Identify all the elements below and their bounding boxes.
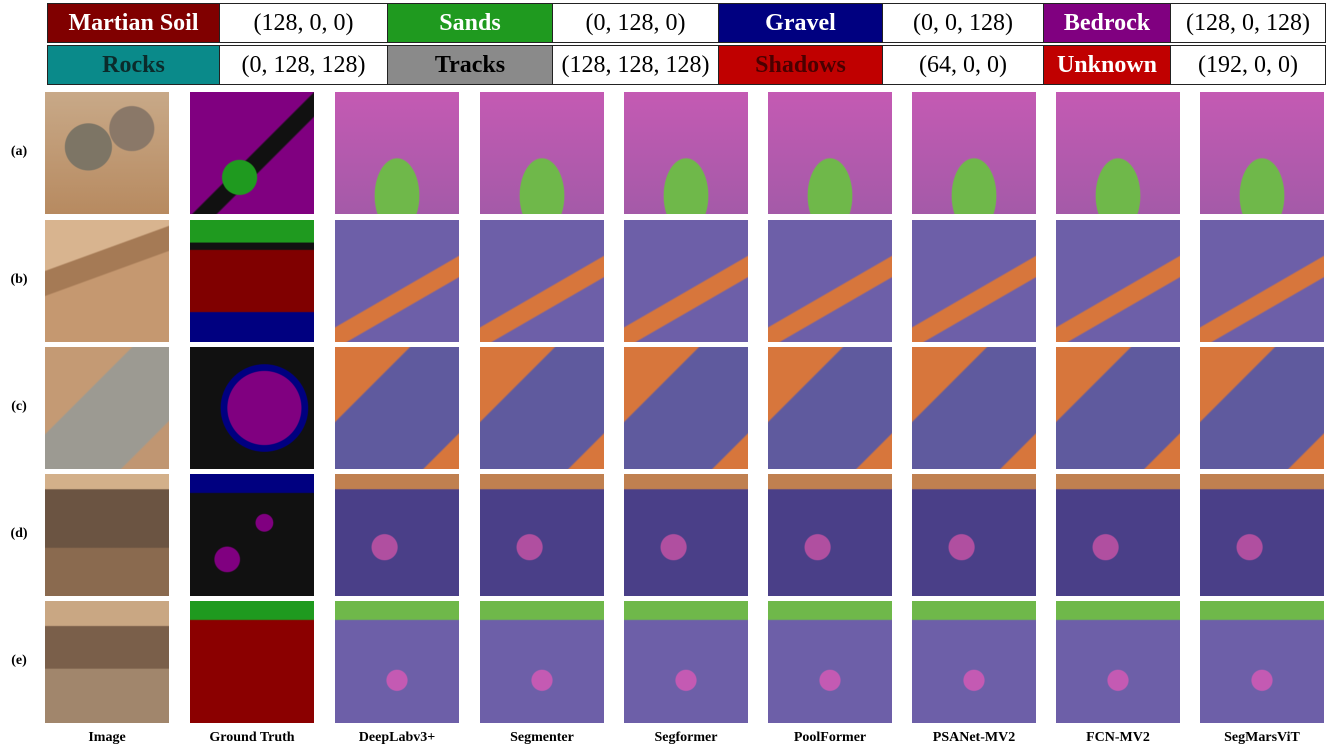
legend-class-rgb: (128, 128, 128) [552,45,719,85]
input-image [45,92,169,214]
column-label: DeepLabv3+ [327,730,467,746]
legend-class-name: Shadows [718,45,883,85]
prediction-overlay [912,92,1036,214]
prediction-overlay [624,474,748,596]
input-image [45,601,169,723]
prediction-overlay [912,220,1036,342]
prediction-overlay [480,92,604,214]
prediction-overlay [1200,347,1324,469]
prediction-overlay [1056,474,1180,596]
input-image [45,220,169,342]
legend-class-rgb: (128, 0, 128) [1170,3,1326,43]
legend-class-rgb: (192, 0, 0) [1170,45,1326,85]
prediction-overlay [1056,92,1180,214]
prediction-overlay [335,601,459,723]
legend-class-name: Gravel [718,3,883,43]
prediction-overlay [335,92,459,214]
column-label: FCN-MV2 [1048,730,1188,746]
prediction-overlay [1056,347,1180,469]
legend-class-rgb: (64, 0, 0) [882,45,1044,85]
prediction-overlay [912,347,1036,469]
column-label: SegMarsViT [1192,730,1332,746]
prediction-overlay [768,601,892,723]
input-image [45,474,169,596]
column-label: PSANet-MV2 [904,730,1044,746]
legend-class-name: Bedrock [1043,3,1171,43]
legend-class-name: Sands [387,3,553,43]
row-label: (a) [6,144,32,160]
prediction-overlay [768,347,892,469]
prediction-overlay [1200,474,1324,596]
figure: Martian Soil(128, 0, 0)Sands(0, 128, 0)G… [0,0,1339,751]
column-label: Ground Truth [182,730,322,746]
prediction-overlay [912,474,1036,596]
column-label: Segformer [616,730,756,746]
legend-class-rgb: (0, 0, 128) [882,3,1044,43]
ground-truth-mask [190,92,314,214]
prediction-overlay [768,92,892,214]
ground-truth-mask [190,347,314,469]
legend-class-name: Unknown [1043,45,1171,85]
prediction-overlay [768,220,892,342]
row-label: (d) [6,526,32,542]
prediction-overlay [624,601,748,723]
row-label: (e) [6,653,32,669]
legend-class-rgb: (128, 0, 0) [219,3,388,43]
prediction-overlay [480,474,604,596]
prediction-overlay [624,220,748,342]
legend-class-rgb: (0, 128, 128) [219,45,388,85]
prediction-overlay [480,347,604,469]
prediction-overlay [768,474,892,596]
input-image [45,347,169,469]
legend-class-name: Rocks [47,45,220,85]
prediction-overlay [1200,92,1324,214]
prediction-overlay [335,220,459,342]
ground-truth-mask [190,601,314,723]
prediction-overlay [624,92,748,214]
legend-class-name: Martian Soil [47,3,220,43]
ground-truth-mask [190,474,314,596]
prediction-overlay [480,220,604,342]
column-label: Image [37,730,177,746]
prediction-overlay [1056,220,1180,342]
prediction-overlay [1200,220,1324,342]
legend-class-rgb: (0, 128, 0) [552,3,719,43]
prediction-overlay [480,601,604,723]
prediction-overlay [624,347,748,469]
ground-truth-mask [190,220,314,342]
column-label: PoolFormer [760,730,900,746]
row-label: (b) [6,272,32,288]
prediction-overlay [1200,601,1324,723]
column-label: Segmenter [472,730,612,746]
prediction-overlay [335,474,459,596]
prediction-overlay [335,347,459,469]
row-label: (c) [6,399,32,415]
prediction-overlay [912,601,1036,723]
prediction-overlay [1056,601,1180,723]
legend-class-name: Tracks [387,45,553,85]
